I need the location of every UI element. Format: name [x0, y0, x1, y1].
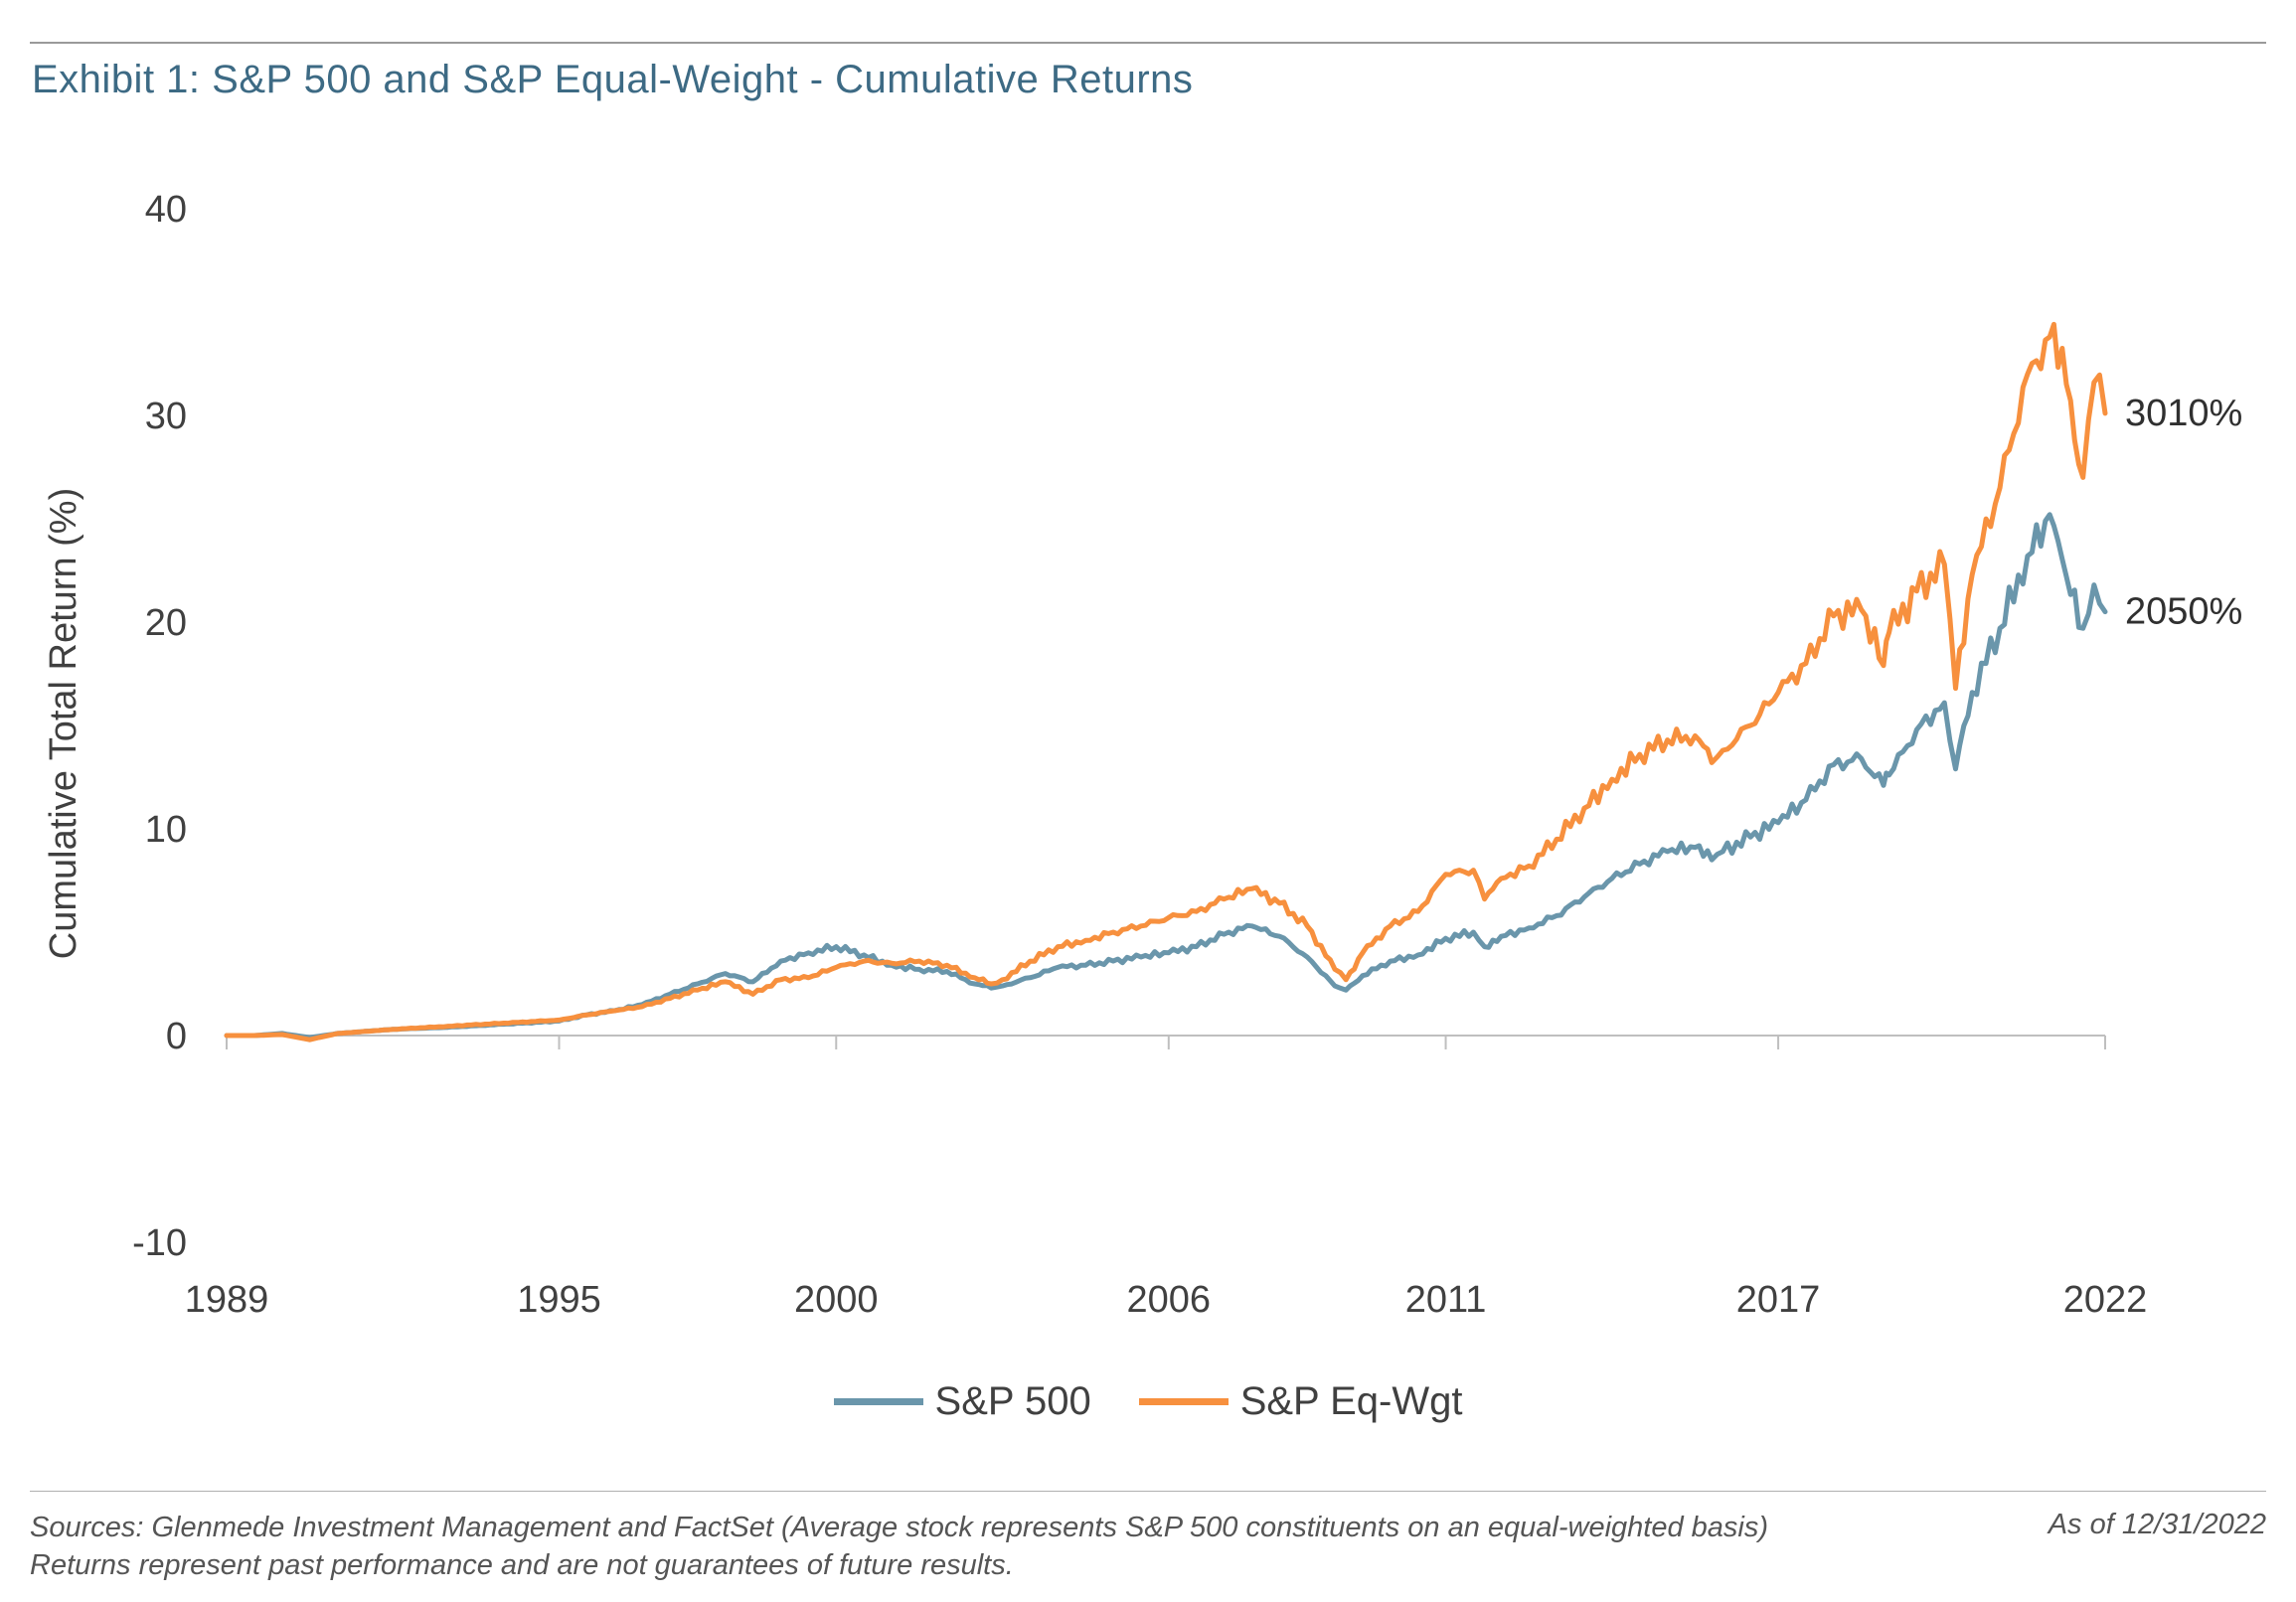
- x-tick-label: 2017: [1736, 1279, 1821, 1321]
- source-line-2: Returns represent past performance and a…: [30, 1549, 1014, 1581]
- y-tick-label: 30: [145, 396, 187, 437]
- as-of-date: As of 12/31/2022: [2048, 1509, 2266, 1540]
- x-tick-label: 2000: [794, 1279, 879, 1321]
- y-tick-label: 40: [145, 189, 187, 231]
- top-rule: [30, 42, 2266, 44]
- series-line-sp500: [224, 512, 2108, 1041]
- x-tick-label: 2011: [1405, 1279, 1487, 1321]
- plot-area: [224, 321, 2108, 1042]
- end-labels: 2050% 3010%: [2125, 393, 2242, 633]
- legend: S&P 500 S&P Eq-Wgt: [0, 1379, 2296, 1424]
- source-line-1: Sources: Glenmede Investment Management …: [30, 1512, 1769, 1543]
- chart-title: Exhibit 1: S&P 500 and S&P Equal-Weight …: [32, 58, 1194, 101]
- y-tick-label: 0: [166, 1016, 187, 1057]
- x-tick-label: 2006: [1127, 1279, 1212, 1321]
- legend-label-sp500: S&P 500: [934, 1379, 1091, 1423]
- legend-item-eqwgt: S&P Eq-Wgt: [1138, 1379, 1463, 1424]
- x-axis: 1989 1995 2000 2006 2011 2017 2022: [185, 1035, 2148, 1321]
- source-note: Sources: Glenmede Investment Management …: [30, 1509, 1768, 1584]
- x-tick-label: 1995: [517, 1279, 601, 1321]
- end-label-sp500: 2050%: [2125, 591, 2242, 633]
- line-chart: Cumulative Total Return (%) -10 0 10 20 30 40…: [43, 189, 2242, 1321]
- legend-label-eqwgt: S&P Eq-Wgt: [1239, 1379, 1463, 1423]
- bottom-rule: [30, 1491, 2266, 1492]
- legend-swatch-eqwgt: [1138, 1398, 1229, 1405]
- series-line-eqwgt: [224, 321, 2108, 1042]
- y-tick-label: -10: [132, 1222, 187, 1264]
- legend-swatch-sp500: [833, 1398, 923, 1405]
- x-tick-label: 1989: [185, 1279, 269, 1321]
- y-axis: -10 0 10 20 30 40: [132, 189, 187, 1264]
- x-tick-label: 2022: [2063, 1279, 2148, 1321]
- y-tick-label: 20: [145, 602, 187, 644]
- y-tick-label: 10: [145, 809, 187, 851]
- end-label-eqwgt: 3010%: [2125, 393, 2242, 434]
- legend-item-sp500: S&P 500: [833, 1379, 1091, 1424]
- y-axis-label: Cumulative Total Return (%): [43, 488, 84, 959]
